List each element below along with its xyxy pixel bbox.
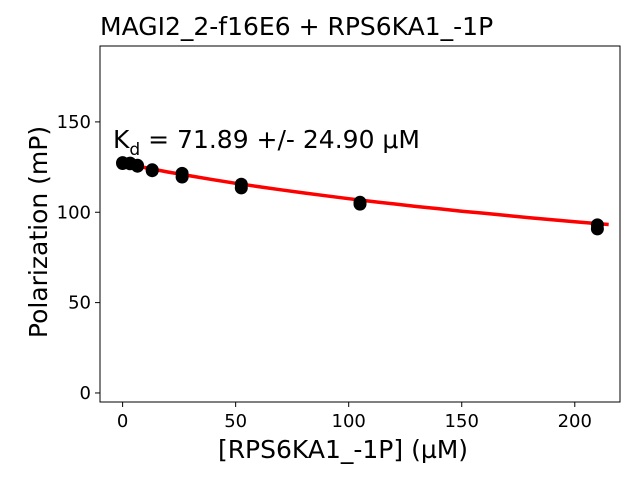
x-tick-label: 200 <box>558 411 592 432</box>
kd-annotation: Kd = 71.89 +/- 24.90 μM <box>113 125 420 160</box>
x-axis: 0 50 100 150 200 <box>117 402 592 432</box>
x-tick-label: 150 <box>445 411 479 432</box>
kd-subscript: d <box>129 140 140 160</box>
y-axis: 0 50 100 150 <box>57 112 100 404</box>
y-tick-label: 0 <box>80 383 91 404</box>
x-axis-label: [RPS6KA1_-1P] (µM) <box>218 435 468 464</box>
data-point <box>131 159 144 173</box>
data-point <box>590 222 604 236</box>
data-point <box>145 164 159 178</box>
data-point <box>353 197 367 211</box>
y-tick-label: 100 <box>57 202 91 223</box>
y-axis-label: Polarization (mP) <box>24 126 53 338</box>
data-point <box>234 181 248 195</box>
data-point <box>175 170 189 184</box>
chart-title: MAGI2_2-f16E6 + RPS6KA1_-1P <box>100 12 493 41</box>
y-tick-label: 50 <box>68 293 91 314</box>
y-tick-label: 150 <box>57 112 91 133</box>
x-tick-label: 100 <box>332 411 366 432</box>
fit-curve <box>122 161 609 227</box>
kd-text: = 71.89 +/- 24.90 μM <box>140 125 420 154</box>
plot-area <box>116 156 609 236</box>
kd-prefix: K <box>113 125 130 154</box>
plot-frame <box>99 45 621 403</box>
x-tick-label: 50 <box>224 411 247 432</box>
x-tick-label: 0 <box>117 411 128 432</box>
